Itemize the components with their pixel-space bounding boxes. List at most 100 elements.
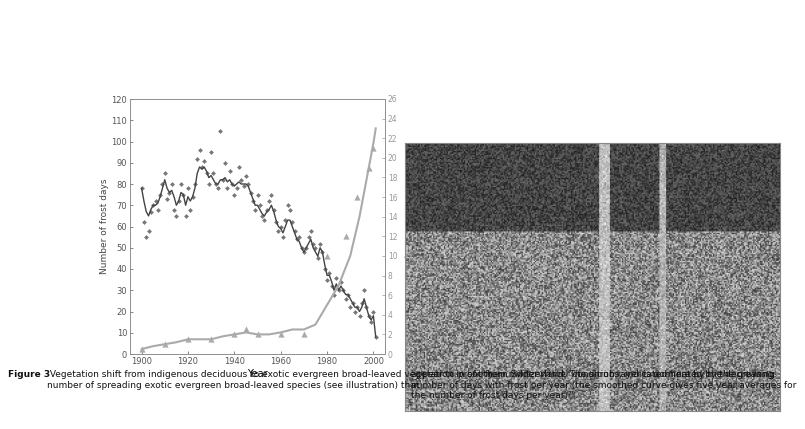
Point <box>367 308 380 315</box>
Point <box>233 163 246 170</box>
Point <box>181 336 194 343</box>
Point <box>249 206 262 213</box>
Point <box>237 183 250 190</box>
Point <box>291 236 303 243</box>
Point <box>297 331 310 338</box>
Point <box>254 202 266 208</box>
Point <box>138 219 151 226</box>
Point <box>339 233 352 240</box>
Point <box>193 147 206 154</box>
Point <box>142 227 155 234</box>
Point <box>191 155 204 162</box>
Point <box>283 206 296 213</box>
Point <box>346 299 359 306</box>
Point <box>307 240 320 247</box>
Point <box>239 326 252 333</box>
Point <box>355 299 368 306</box>
Point <box>286 219 299 226</box>
Point <box>353 312 366 319</box>
Y-axis label: Number of frost days: Number of frost days <box>100 179 109 274</box>
Point <box>180 212 192 219</box>
Point <box>177 191 190 198</box>
Point <box>235 176 248 183</box>
Point <box>212 185 225 192</box>
Point <box>228 191 241 198</box>
Point <box>318 266 331 272</box>
Point <box>244 189 257 196</box>
Point <box>159 341 171 347</box>
Point <box>320 276 333 283</box>
Point <box>256 212 269 219</box>
Point <box>302 234 315 241</box>
Point <box>204 149 217 156</box>
Point <box>217 176 229 183</box>
Point <box>228 331 241 338</box>
Point <box>172 198 185 205</box>
Point <box>277 234 290 241</box>
Point <box>198 157 211 164</box>
Point <box>230 185 243 192</box>
Point <box>161 196 174 202</box>
Point <box>281 202 294 208</box>
Point <box>314 240 327 247</box>
Point <box>330 274 343 281</box>
Point <box>336 287 349 294</box>
Point <box>265 191 278 198</box>
Point <box>341 291 354 298</box>
Point <box>325 283 338 290</box>
Point <box>163 189 175 196</box>
Point <box>323 270 336 277</box>
Point <box>246 198 259 205</box>
Point <box>262 198 275 205</box>
Point <box>344 304 357 311</box>
Point <box>332 287 345 294</box>
Point <box>135 185 148 192</box>
Point <box>270 219 283 226</box>
Point <box>351 193 364 200</box>
X-axis label: Year: Year <box>247 369 268 378</box>
Point <box>369 334 382 341</box>
Point <box>149 198 162 205</box>
Point <box>140 234 153 241</box>
Point <box>339 295 352 302</box>
Point <box>295 245 308 251</box>
Point <box>272 227 285 234</box>
Point <box>214 127 227 134</box>
Point <box>221 185 233 192</box>
Point <box>207 170 220 177</box>
Y-axis label: Number of exotic species: Number of exotic species <box>403 169 412 284</box>
Point <box>151 206 164 213</box>
Point <box>367 145 380 151</box>
Point <box>335 278 348 285</box>
Point <box>309 245 322 251</box>
Text: Vegetation shift from indigenous deciduous to exotic evergreen broad-leaved vege: Vegetation shift from indigenous deciduo… <box>47 370 773 390</box>
Point <box>260 206 273 213</box>
Point <box>351 304 364 311</box>
Point <box>349 308 361 315</box>
Point <box>251 331 264 338</box>
Point <box>144 208 157 215</box>
Point <box>258 217 271 224</box>
Point <box>196 163 208 170</box>
Point <box>219 159 232 166</box>
Point <box>357 287 370 294</box>
Point <box>267 206 280 213</box>
Point <box>225 181 238 187</box>
Point <box>209 181 222 187</box>
Point <box>202 181 215 187</box>
Point <box>170 212 183 219</box>
Point <box>304 227 317 234</box>
Point <box>200 170 213 177</box>
Point <box>165 181 178 187</box>
Point <box>288 227 301 234</box>
Point <box>316 248 329 255</box>
Point <box>251 191 264 198</box>
Point <box>223 168 236 175</box>
Point <box>365 319 378 326</box>
Point <box>184 206 196 213</box>
Point <box>156 181 169 187</box>
Point <box>159 170 171 177</box>
Point <box>362 164 375 171</box>
Point <box>242 181 254 187</box>
Point <box>279 217 291 224</box>
